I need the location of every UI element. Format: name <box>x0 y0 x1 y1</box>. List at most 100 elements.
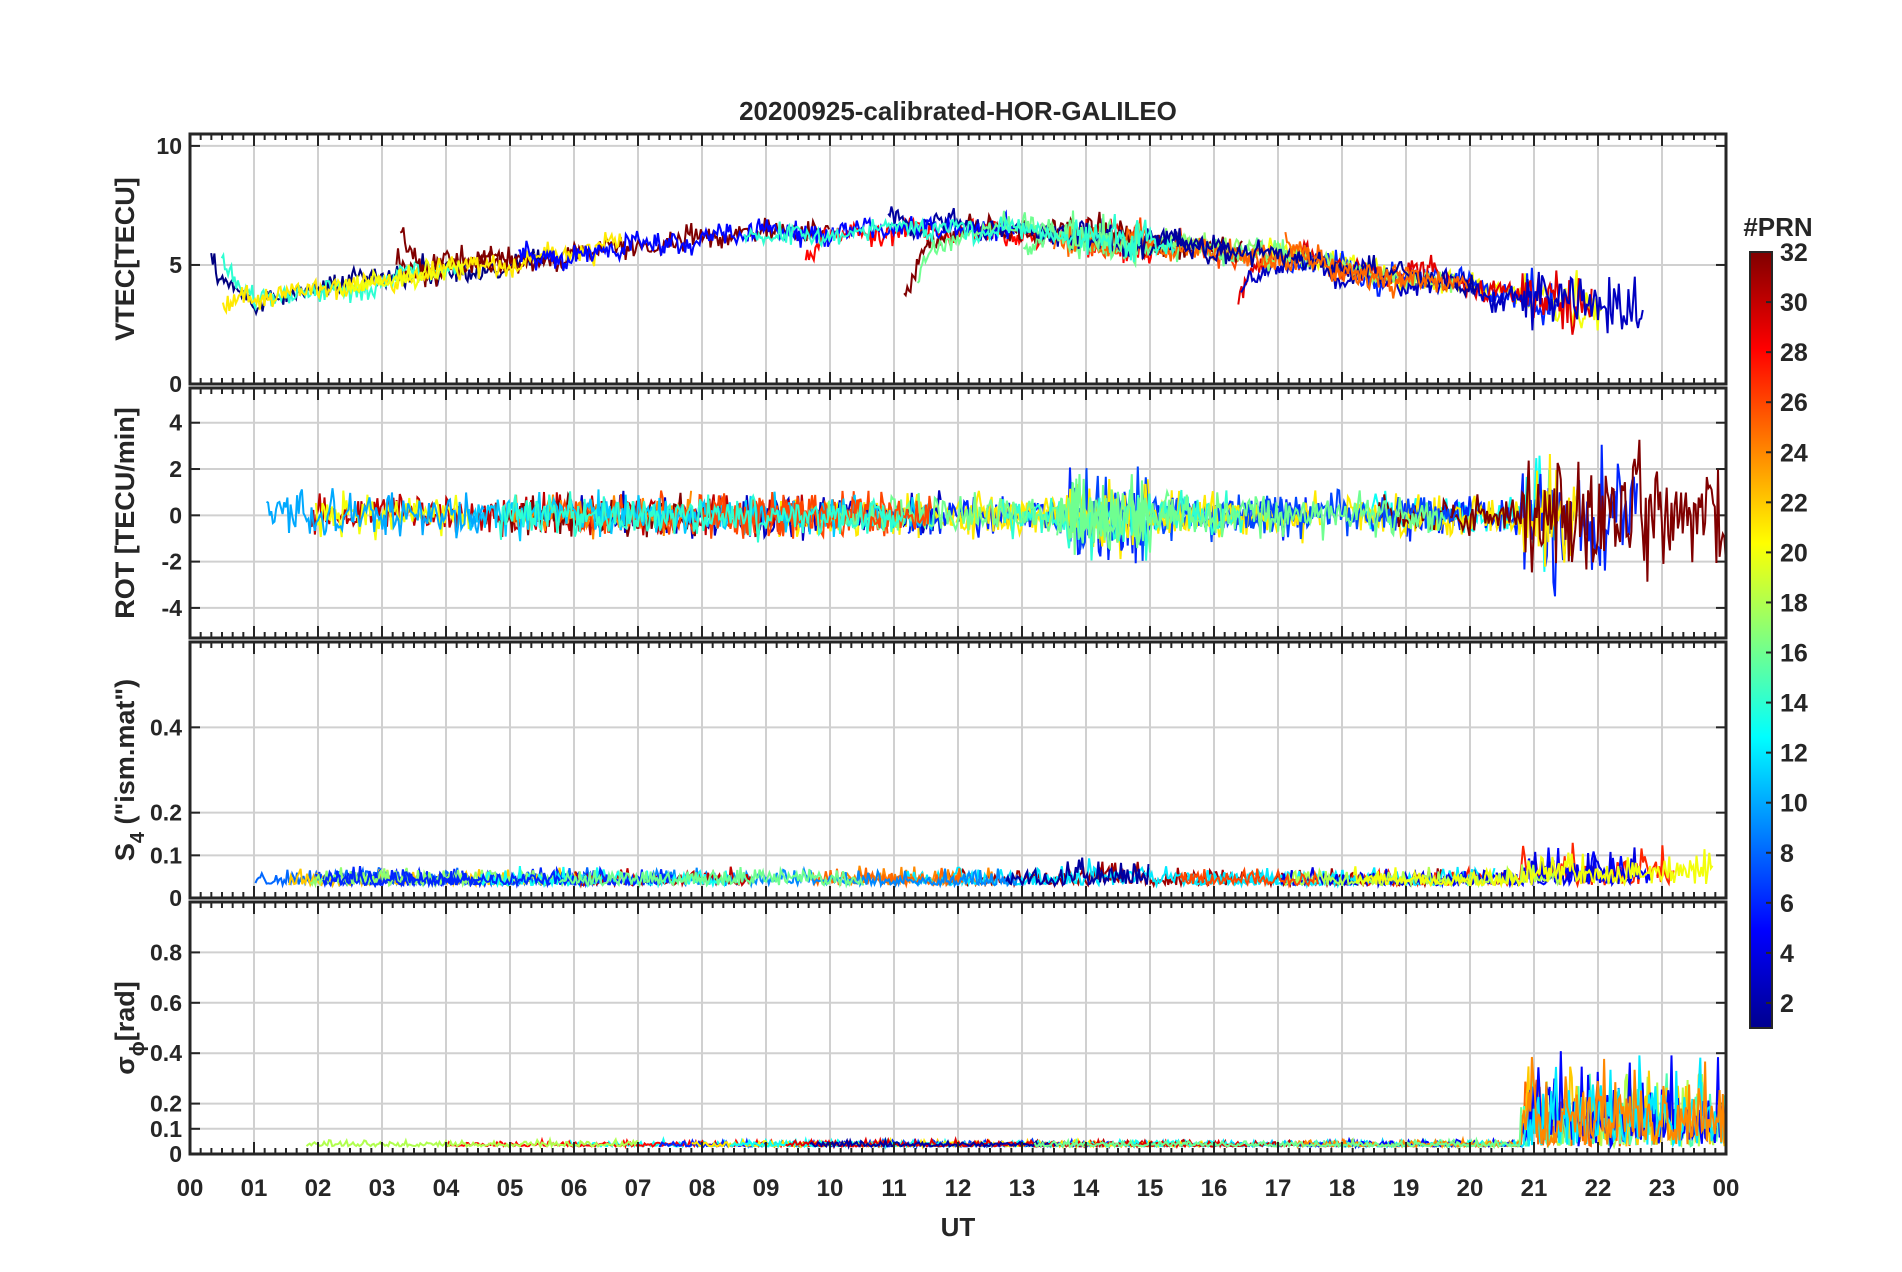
series-line-prn-2 <box>887 206 1234 265</box>
colorbar-tick-label: 12 <box>1780 740 1808 768</box>
y-tick-label: 0.2 <box>150 1091 182 1117</box>
axes-box <box>188 640 1728 900</box>
x-tick-label: 03 <box>369 1175 396 1202</box>
series-line-prn-14 <box>743 213 1176 263</box>
series-group <box>266 439 1726 597</box>
series-line-prn-25 <box>1284 231 1469 299</box>
colorbar-tick-label: 10 <box>1780 790 1808 818</box>
colorbar-tick-label: 20 <box>1780 539 1808 567</box>
y-tick-label: 0.4 <box>150 1040 182 1066</box>
series-line-prn-16 <box>1056 474 1446 555</box>
x-tick-label: 11 <box>881 1175 906 1202</box>
x-tick-label: 21 <box>1521 1175 1548 1202</box>
panel-vtec: 0 5 10 VTEC[TECU] <box>110 132 1728 397</box>
series-line-prn-10 <box>266 488 485 539</box>
colorbar-gradient <box>1749 251 1773 1029</box>
series-group <box>210 206 1644 335</box>
y-label-sub: 4 <box>127 831 149 843</box>
y-tick-label: -2 <box>162 549 182 575</box>
x-tick-label: 06 <box>561 1175 588 1202</box>
x-tick-label: 01 <box>241 1175 268 1202</box>
colorbar-tick-label: 14 <box>1780 690 1808 718</box>
series-line-prn-29 <box>785 1135 1245 1150</box>
x-tick-label: 17 <box>1265 1175 1292 1202</box>
series-line-prn-6 <box>322 865 674 889</box>
colorbar-tick-label: 16 <box>1780 640 1808 668</box>
y-tick-label: 0 <box>169 502 182 528</box>
colorbar-tick-label: 18 <box>1780 589 1808 617</box>
y-label-rest: [rad] <box>110 981 140 1041</box>
y-tick-label: 2 <box>169 456 182 482</box>
series-line-prn-20 <box>1352 849 1714 889</box>
colorbar-tick-label: 30 <box>1780 289 1808 317</box>
x-tick-label: 00 <box>1713 1175 1740 1202</box>
x-tick-label: 00 <box>177 1175 204 1202</box>
y-tick-label: -4 <box>162 595 183 621</box>
y-tick-label: 0.2 <box>150 800 182 826</box>
series-line-prn-5 <box>1298 1051 1726 1151</box>
panel-rot: -4 -2 0 2 4 ROT [TECU/min] <box>110 386 1728 640</box>
series-line-prn-17 <box>1153 228 1456 293</box>
colorbar-tick-label: 2 <box>1780 990 1794 1018</box>
colorbar-tick-label: 26 <box>1780 389 1808 417</box>
series-line-prn-32 <box>399 227 531 282</box>
y-tick-label: 0 <box>169 885 182 911</box>
y-tick-label: 4 <box>169 410 182 436</box>
x-tick-label: 02 <box>305 1175 332 1202</box>
colorbar-tick-label: 24 <box>1780 439 1808 467</box>
series-group <box>254 842 1714 889</box>
y-tick-label: 0 <box>169 371 182 397</box>
y-tick-label: 0.6 <box>150 990 182 1016</box>
x-tick-label: 20 <box>1457 1175 1484 1202</box>
series-line-prn-14 <box>498 491 904 543</box>
x-tick-label: 22 <box>1585 1175 1612 1202</box>
axes-box <box>188 386 1728 640</box>
series-line-prn-2 <box>1005 857 1150 888</box>
x-tick-label: 04 <box>433 1175 460 1202</box>
series-line-prn-16 <box>558 865 865 889</box>
colorbar-tick-label: 22 <box>1780 489 1808 517</box>
x-tick-label: 19 <box>1393 1175 1420 1202</box>
colorbar-label: #PRN <box>1743 212 1812 242</box>
colorbar-tick-label: 6 <box>1780 890 1794 918</box>
y-axis-label: ROT [TECU/min] <box>110 407 140 618</box>
x-tick-label: 16 <box>1201 1175 1228 1202</box>
x-tick-label: 23 <box>1649 1175 1676 1202</box>
x-axis-label: UT <box>941 1212 976 1242</box>
x-tick-label: 10 <box>817 1175 844 1202</box>
y-label-main: S <box>110 843 140 861</box>
colorbar-tick-label: 4 <box>1780 940 1794 968</box>
colorbar-tick-label: 8 <box>1780 840 1794 868</box>
series-line-prn-18 <box>305 1136 639 1149</box>
axes-box <box>188 900 1728 1156</box>
y-tick-label: 0.1 <box>150 1116 182 1142</box>
panel-sigma_phi: 00.10.20.40.60.8σϕ[rad] <box>110 900 1728 1167</box>
y-tick-label: 5 <box>169 252 182 278</box>
y-label-main: σ <box>110 1056 140 1074</box>
y-axis-label: σϕ[rad] <box>110 981 149 1074</box>
y-tick-label: 0 <box>169 1141 182 1167</box>
x-tick-label: 12 <box>945 1175 972 1202</box>
y-tick-label: 0.4 <box>150 714 182 740</box>
y-tick-label: 0.1 <box>150 842 182 868</box>
figure-title: 20200925-calibrated-HOR-GALILEO <box>739 96 1177 126</box>
x-tick-label: 14 <box>1073 1175 1100 1202</box>
series-line-prn-7 <box>1243 488 1458 540</box>
series-group <box>305 1051 1726 1151</box>
colorbar-tick-label: 28 <box>1780 339 1808 367</box>
colorbar-tick-label: 32 <box>1780 239 1808 267</box>
series-line-prn-2 <box>809 1136 1057 1150</box>
series-line-prn-5 <box>518 209 1015 272</box>
y-label-sub: ϕ <box>127 1041 149 1056</box>
x-tick-label: 15 <box>1137 1175 1164 1202</box>
y-axis-label: S4 ("ism.mat") <box>110 679 149 861</box>
y-tick-label: 0.8 <box>150 939 182 965</box>
y-tick-label: 10 <box>156 133 182 159</box>
series-line-prn-16 <box>916 210 1141 284</box>
x-tick-label: 07 <box>625 1175 652 1202</box>
x-tick-label: 13 <box>1009 1175 1036 1202</box>
series-line-prn-20 <box>334 257 465 298</box>
panel-s4: 0 0.1 0.2 0.4S4 ("ism.mat") <box>110 640 1728 911</box>
x-tick-label: 08 <box>689 1175 716 1202</box>
